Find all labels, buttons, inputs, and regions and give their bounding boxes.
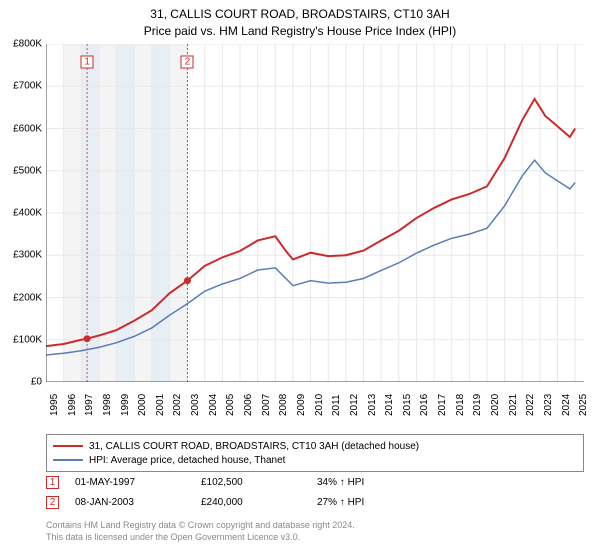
sale-badge: 2 (46, 496, 59, 509)
sale-row: 2 08-JAN-2003 £240,000 27% ↑ HPI (46, 492, 584, 512)
chart-title: 31, CALLIS COURT ROAD, BROADSTAIRS, CT10… (0, 0, 600, 40)
x-tick-label: 2004 (208, 394, 219, 416)
x-tick-label: 2007 (261, 394, 272, 416)
y-tick-label: £0 (2, 377, 42, 388)
y-tick-label: £700K (2, 81, 42, 92)
sale-pct: 34% ↑ HPI (317, 477, 417, 488)
y-tick-label: £100K (2, 334, 42, 345)
title-line1: 31, CALLIS COURT ROAD, BROADSTAIRS, CT10… (0, 6, 600, 23)
x-tick-label: 1997 (84, 394, 95, 416)
x-tick-label: 1999 (120, 394, 131, 416)
x-tick-label: 2014 (384, 394, 395, 416)
y-tick-label: £600K (2, 123, 42, 134)
x-tick-label: 2016 (419, 394, 430, 416)
x-tick-label: 1996 (67, 394, 78, 416)
chart-container: 31, CALLIS COURT ROAD, BROADSTAIRS, CT10… (0, 0, 600, 560)
title-line2: Price paid vs. HM Land Registry's House … (0, 23, 600, 40)
legend-item: HPI: Average price, detached house, Than… (53, 453, 577, 467)
y-tick-label: £500K (2, 165, 42, 176)
y-tick-label: £400K (2, 208, 42, 219)
plot-area: 12 (46, 44, 584, 382)
x-tick-label: 2006 (243, 394, 254, 416)
footer-line2: This data is licensed under the Open Gov… (46, 532, 584, 544)
footer-attribution: Contains HM Land Registry data © Crown c… (46, 520, 584, 543)
sale-price: £102,500 (201, 477, 301, 488)
x-tick-label: 2001 (155, 394, 166, 416)
legend-swatch (53, 445, 83, 447)
sale-pct: 27% ↑ HPI (317, 497, 417, 508)
sales-table: 1 01-MAY-1997 £102,500 34% ↑ HPI 2 08-JAN-200… (46, 472, 584, 512)
x-tick-label: 2020 (490, 394, 501, 416)
legend-label: HPI: Average price, detached house, Than… (89, 455, 285, 466)
x-tick-label: 1995 (49, 394, 60, 416)
x-tick-label: 2010 (314, 394, 325, 416)
footer-line1: Contains HM Land Registry data © Crown c… (46, 520, 584, 532)
x-tick-label: 2021 (508, 394, 519, 416)
legend-swatch (53, 459, 83, 461)
x-tick-label: 2018 (455, 394, 466, 416)
sale-price: £240,000 (201, 497, 301, 508)
x-tick-label: 2009 (296, 394, 307, 416)
sale-marker-badge: 2 (181, 56, 194, 69)
x-tick-label: 2017 (437, 394, 448, 416)
y-tick-label: £300K (2, 250, 42, 261)
x-tick-label: 2024 (561, 394, 572, 416)
x-tick-label: 2012 (349, 394, 360, 416)
x-tick-label: 2013 (367, 394, 378, 416)
sale-badge: 1 (46, 476, 59, 489)
x-tick-label: 1998 (102, 394, 113, 416)
x-tick-label: 2023 (543, 394, 554, 416)
x-tick-label: 2022 (525, 394, 536, 416)
x-tick-label: 2011 (331, 394, 342, 416)
sale-date: 01-MAY-1997 (75, 477, 185, 488)
x-tick-label: 2005 (225, 394, 236, 416)
legend-label: 31, CALLIS COURT ROAD, BROADSTAIRS, CT10… (89, 441, 419, 452)
legend: 31, CALLIS COURT ROAD, BROADSTAIRS, CT10… (46, 434, 584, 472)
y-tick-label: £200K (2, 292, 42, 303)
x-axis-labels: 1995 1996 1997 1998 1999 2000 2001 2002 2003 2004… (46, 386, 584, 432)
x-tick-label: 2000 (137, 394, 148, 416)
x-tick-label: 2008 (278, 394, 289, 416)
x-tick-label: 2003 (190, 394, 201, 416)
sale-row: 1 01-MAY-1997 £102,500 34% ↑ HPI (46, 472, 584, 492)
sale-marker-badge: 1 (81, 56, 94, 69)
chart-svg (46, 44, 584, 382)
legend-item: 31, CALLIS COURT ROAD, BROADSTAIRS, CT10… (53, 439, 577, 453)
x-tick-label: 2002 (172, 394, 183, 416)
y-tick-label: £800K (2, 39, 42, 50)
x-tick-label: 2019 (472, 394, 483, 416)
x-tick-label: 2025 (578, 394, 589, 416)
sale-date: 08-JAN-2003 (75, 497, 185, 508)
x-tick-label: 2015 (402, 394, 413, 416)
